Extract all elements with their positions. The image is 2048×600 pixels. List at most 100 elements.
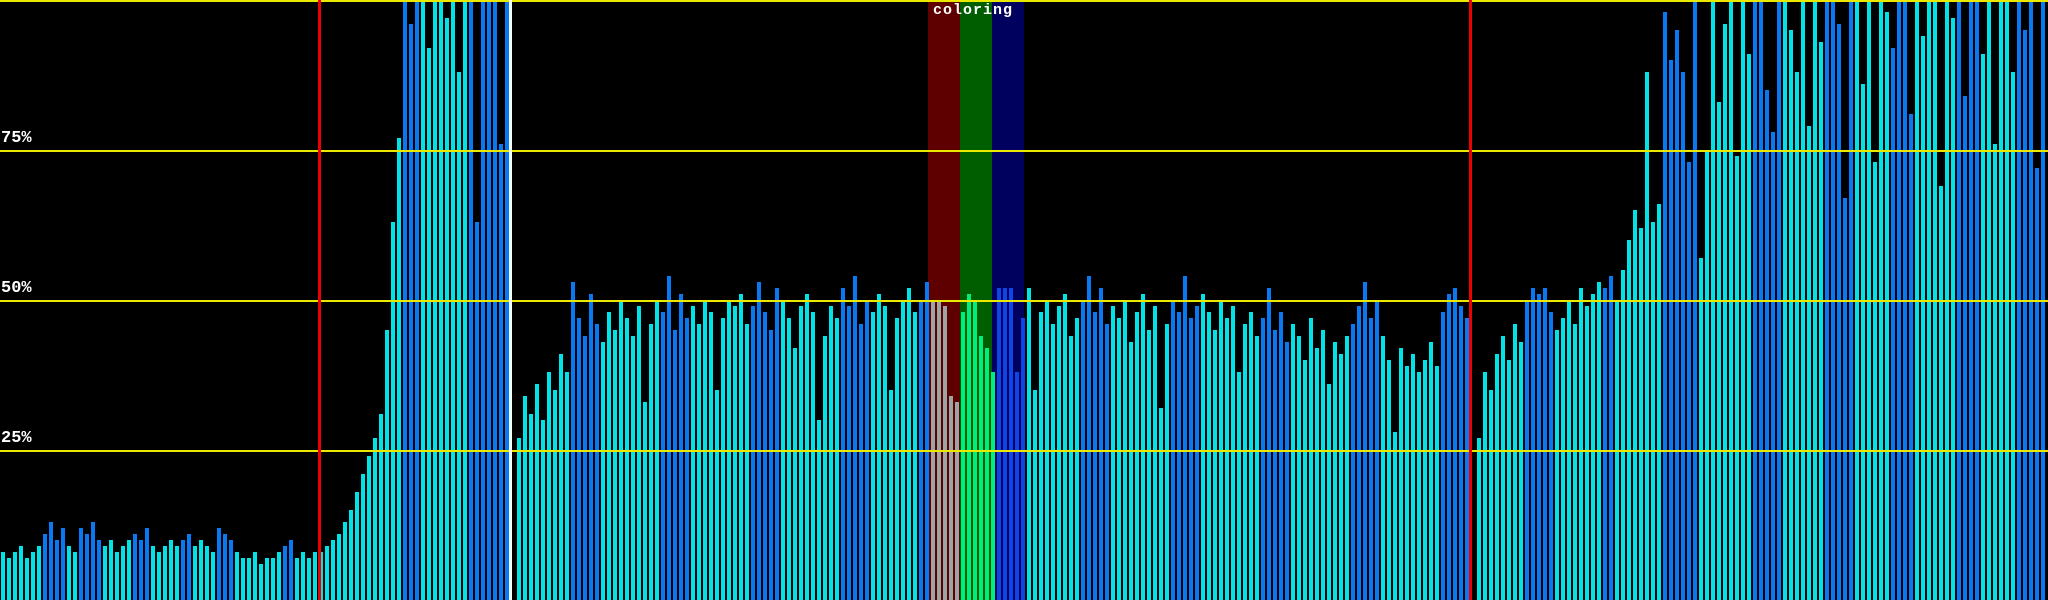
usage-bar: [643, 402, 647, 600]
usage-bar: [73, 552, 77, 600]
usage-bar: [769, 330, 773, 600]
usage-bar: [1153, 306, 1157, 600]
usage-bar: [793, 348, 797, 600]
usage-bar: [331, 540, 335, 600]
usage-bar: [325, 546, 329, 600]
usage-bar: [1177, 312, 1181, 600]
usage-bar: [247, 558, 251, 600]
usage-bar: [1147, 330, 1151, 600]
usage-bar: [673, 330, 677, 600]
usage-bar: [2011, 72, 2015, 600]
usage-bar: [787, 318, 791, 600]
usage-bar: [541, 420, 545, 600]
usage-bar: [1819, 42, 1823, 600]
usage-bar: [1513, 324, 1517, 600]
usage-bar: [1261, 318, 1265, 600]
usage-bar: [1807, 126, 1811, 600]
usage-bar: [1327, 384, 1331, 600]
usage-bar: [1993, 144, 1997, 600]
usage-bar: [691, 306, 695, 600]
usage-bar: [1891, 48, 1895, 600]
usage-bar: [1345, 336, 1349, 600]
usage-bar: [91, 522, 95, 600]
usage-bar: [1837, 24, 1841, 600]
usage-bar: [1201, 294, 1205, 600]
usage-bar: [967, 294, 971, 600]
usage-bar: [169, 540, 173, 600]
usage-bar: [763, 312, 767, 600]
usage-bar: [721, 318, 725, 600]
usage-bar: [871, 312, 875, 600]
usage-bar: [277, 552, 281, 600]
usage-bar: [991, 372, 995, 600]
usage-bar: [1489, 390, 1493, 600]
usage-bar: [127, 540, 131, 600]
usage-bar: [343, 522, 347, 600]
gridline-100pct: [0, 0, 2048, 2]
usage-bar: [1657, 204, 1661, 600]
usage-bar: [1543, 288, 1547, 600]
usage-bar: [739, 294, 743, 600]
usage-bar: [1573, 324, 1577, 600]
usage-bar: [1609, 276, 1613, 600]
usage-bar: [187, 534, 191, 600]
usage-bar: [823, 336, 827, 600]
usage-bar: [1195, 306, 1199, 600]
usage-bar: [445, 18, 449, 600]
usage-bar: [805, 294, 809, 600]
usage-bar: [1063, 294, 1067, 600]
usage-bar: [1429, 342, 1433, 600]
usage-bar: [1483, 372, 1487, 600]
usage-bar: [1687, 162, 1691, 600]
usage-bar: [625, 318, 629, 600]
usage-bar: [985, 348, 989, 600]
usage-bar: [1027, 288, 1031, 600]
usage-bar: [613, 330, 617, 600]
y-tick-label-50: 50%: [1, 279, 32, 298]
usage-bar: [1255, 336, 1259, 600]
usage-bar: [1477, 438, 1481, 600]
usage-bar: [1291, 324, 1295, 600]
usage-bar: [1717, 102, 1721, 600]
usage-bar: [1861, 84, 1865, 600]
usage-bar: [1351, 324, 1355, 600]
usage-bar: [109, 540, 113, 600]
usage-bar: [37, 546, 41, 600]
usage-bar: [313, 552, 317, 600]
usage-bar: [385, 330, 389, 600]
usage-bar: [961, 312, 965, 600]
usage-bar: [1111, 306, 1115, 600]
usage-bar: [1093, 312, 1097, 600]
usage-bar: [1243, 324, 1247, 600]
usage-bar: [1315, 348, 1319, 600]
usage-bar: [235, 552, 239, 600]
usage-bar: [85, 534, 89, 600]
usage-bar: [1465, 318, 1469, 600]
usage-bar: [1555, 330, 1559, 600]
usage-bar: [1495, 354, 1499, 600]
usage-bar: [151, 546, 155, 600]
usage-bar: [1765, 90, 1769, 600]
usage-bar: [1087, 276, 1091, 600]
usage-bar: [25, 558, 29, 600]
usage-bar: [583, 336, 587, 600]
usage-bar: [667, 276, 671, 600]
usage-bar: [199, 540, 203, 600]
usage-bar: [1519, 342, 1523, 600]
usage-bar: [1453, 288, 1457, 600]
usage-bar: [1117, 318, 1121, 600]
usage-bar: [1285, 342, 1289, 600]
usage-bar: [1105, 324, 1109, 600]
usage-bar: [751, 306, 755, 600]
usage-bar: [1129, 342, 1133, 600]
usage-bar: [349, 510, 353, 600]
usage-bar: [1165, 324, 1169, 600]
usage-bar: [1873, 162, 1877, 600]
usage-bar: [1321, 330, 1325, 600]
usage-bar: [559, 354, 563, 600]
usage-bar: [1303, 360, 1307, 600]
usage-bar: [589, 294, 593, 600]
usage-bar: [1597, 282, 1601, 600]
usage-bar: [1039, 312, 1043, 600]
